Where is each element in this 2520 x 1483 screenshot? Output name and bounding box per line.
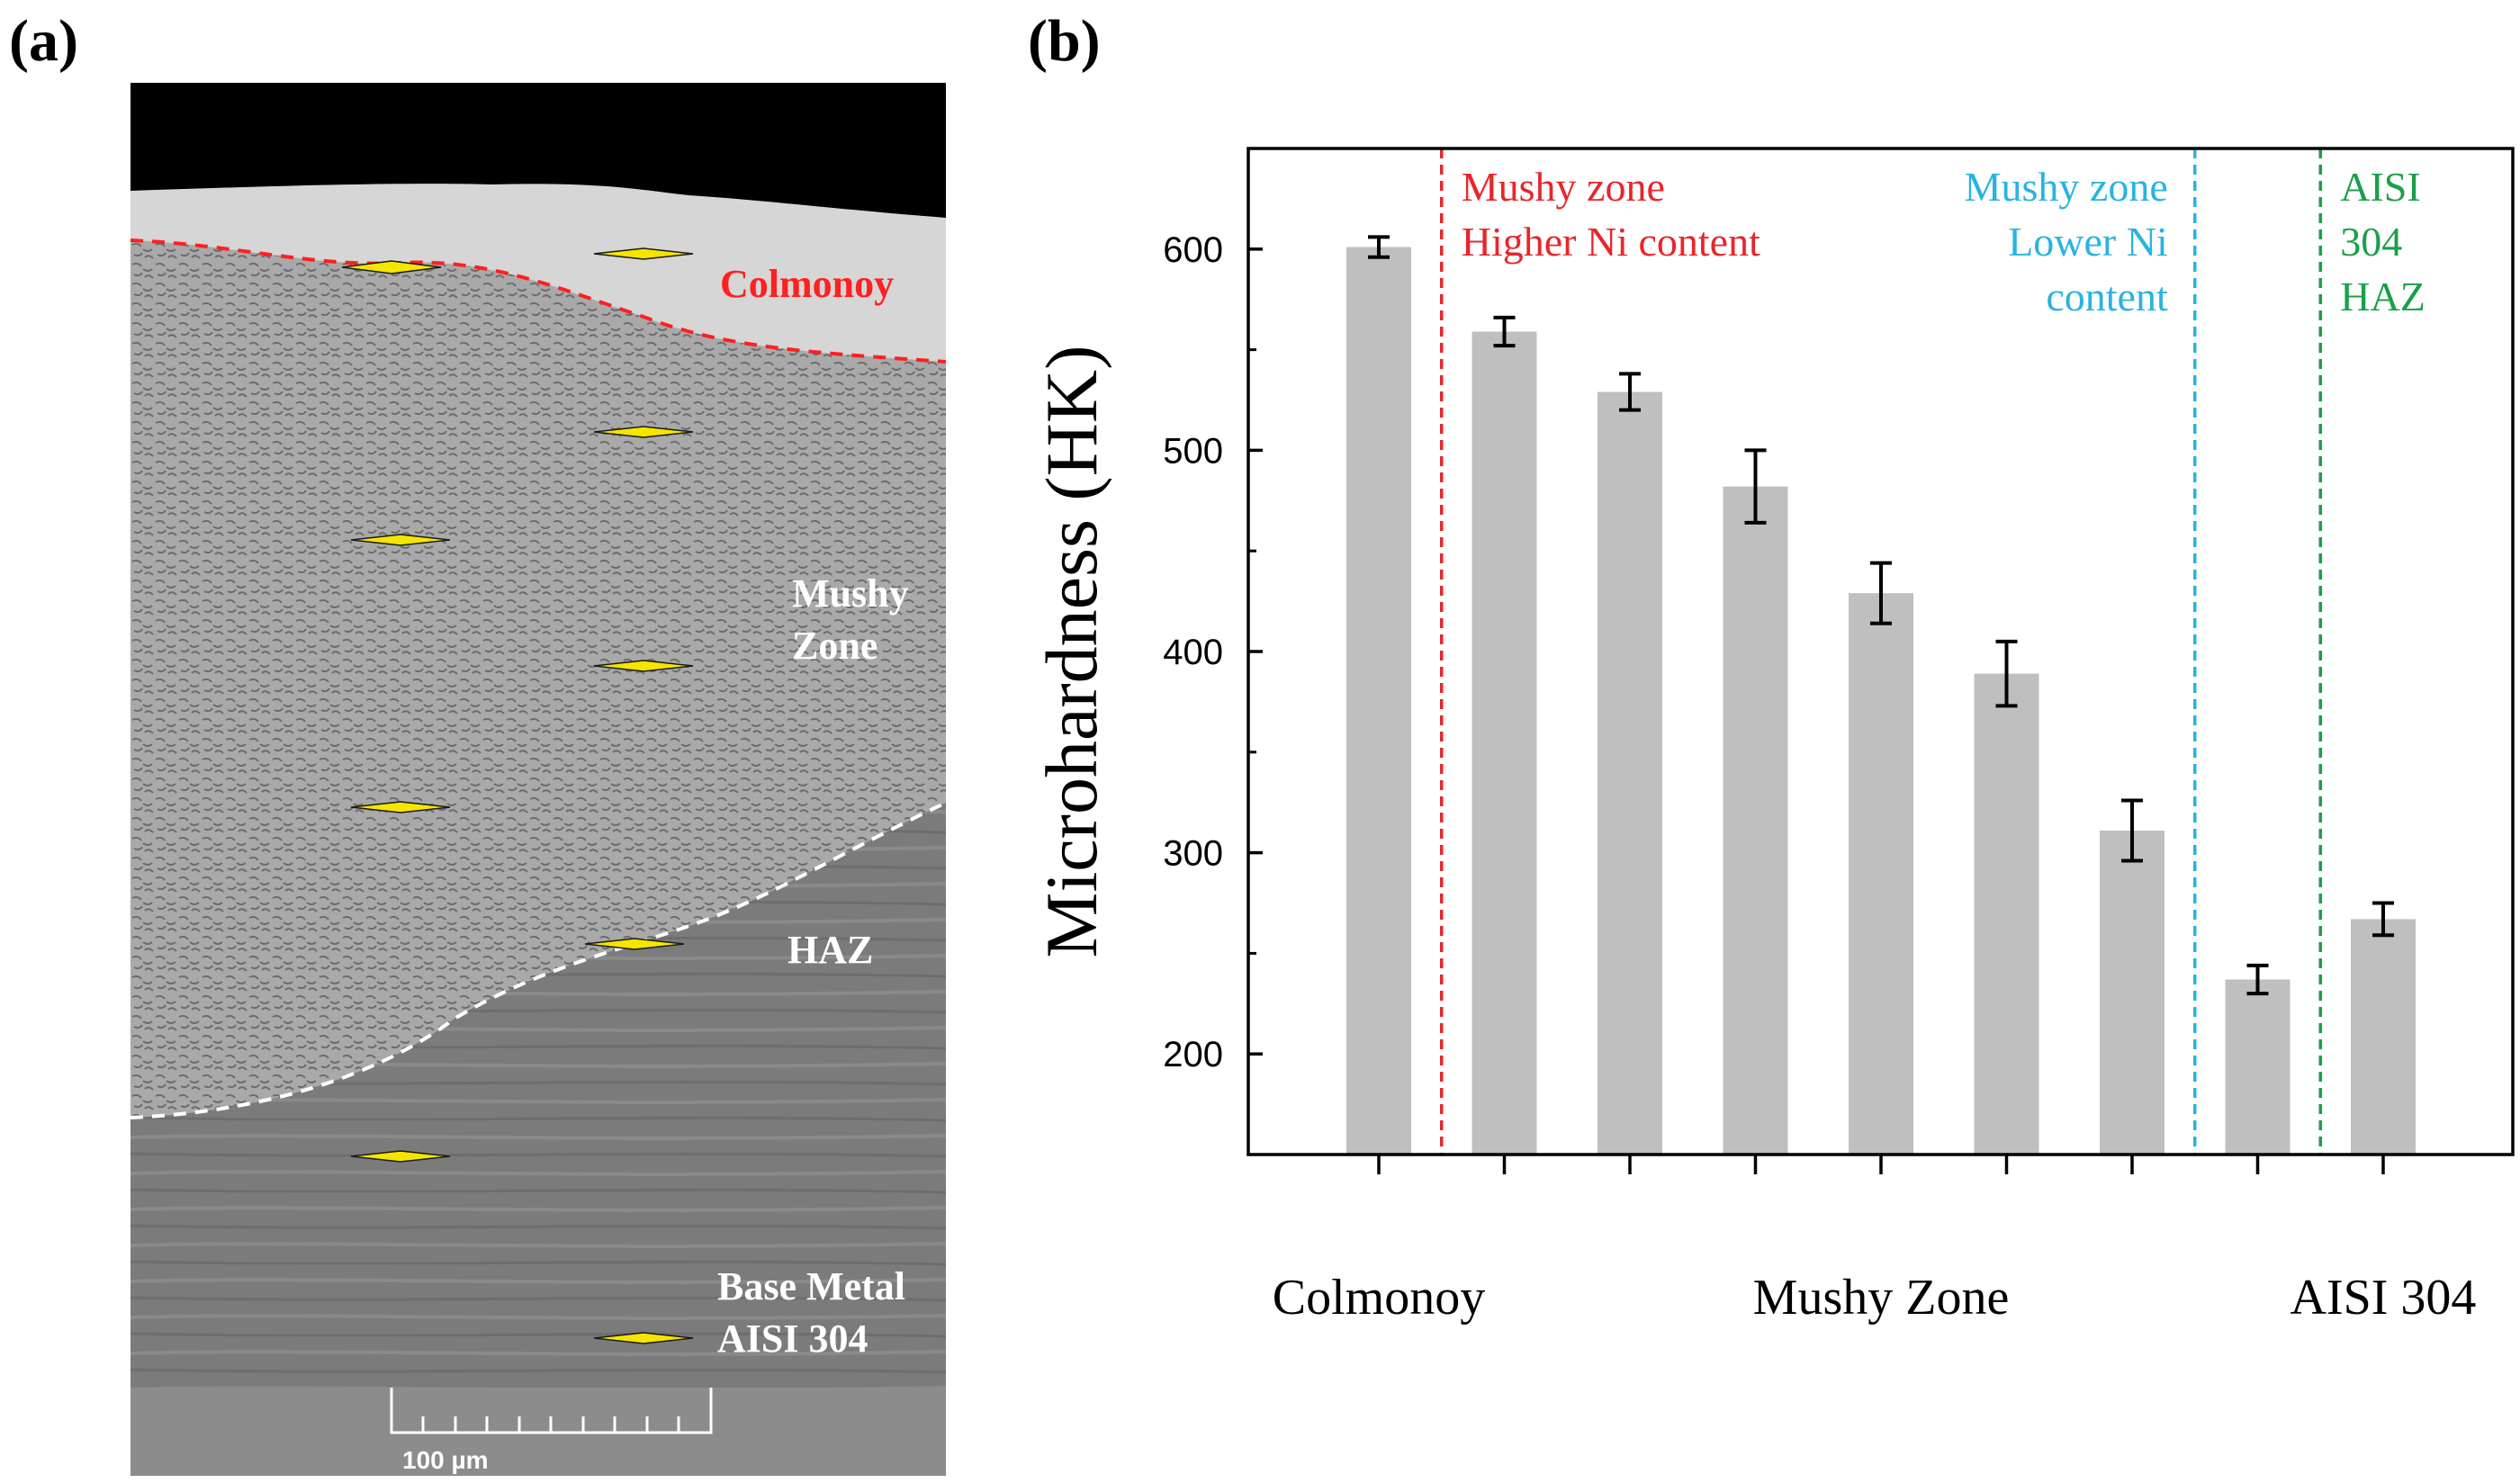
indentation-marks — [341, 247, 694, 1344]
scale-bar-label: 100 µm — [402, 1446, 489, 1474]
colmonoy-region-label: Colmonoy — [720, 262, 894, 306]
y-axis-label: Microhardness (HK) — [1030, 346, 1112, 958]
zone-annotation-0-line-0: Mushy zone — [1461, 164, 1665, 210]
mushy-zone-region-label: Mushy — [792, 571, 909, 616]
bar-0 — [1346, 247, 1411, 1155]
panel-b-label: (b) — [1028, 8, 1101, 74]
error-bar-8 — [2372, 901, 2394, 938]
zone-annotation-2-line-1: 304 — [2340, 219, 2403, 265]
mushy-zone-region-label-2: Zone — [792, 624, 878, 668]
x-group-label-2: AISI 304 — [2290, 1270, 2477, 1326]
error-bar-6 — [2121, 798, 2143, 863]
indent-mark — [593, 1332, 694, 1344]
y-tick-label: 400 — [1163, 633, 1223, 672]
error-bar-2 — [1619, 372, 1641, 412]
indent-mark — [593, 660, 694, 672]
bar-1 — [1472, 331, 1537, 1155]
error-bar-3 — [1744, 448, 1767, 525]
base-metal-label: Base Metal — [717, 1264, 905, 1308]
sem-micrograph: 100 µm Colmonoy Mushy Zone HAZ Base Meta… — [130, 83, 946, 1476]
base-metal-label-2: AISI 304 — [717, 1317, 868, 1361]
zone-annotation-0-line-1: Higher Ni content — [1461, 219, 1760, 265]
base-metal-region — [130, 803, 946, 1388]
scale-bar — [390, 1388, 713, 1434]
bar-3 — [1723, 486, 1788, 1155]
haz-boundary-line — [130, 801, 946, 1119]
indent-mark — [350, 801, 451, 813]
bar-2 — [1598, 391, 1662, 1155]
y-tick-label: 500 — [1163, 431, 1223, 471]
y-tick-label: 200 — [1163, 1035, 1223, 1074]
bar-5 — [1974, 673, 2039, 1155]
zone-annotation-1-line-2: content — [2046, 274, 2168, 319]
y-tick-label: 600 — [1163, 230, 1223, 270]
bar-4 — [1849, 593, 1913, 1155]
zone-annotation-1-line-1: Lower Ni — [2008, 219, 2168, 265]
indent-mark — [584, 938, 685, 950]
error-bar-1 — [1493, 315, 1516, 348]
haz-region-label: HAZ — [788, 928, 873, 972]
panel-a-label: (a) — [9, 8, 78, 74]
bar-6 — [2100, 831, 2164, 1155]
bar-7 — [2225, 979, 2290, 1155]
error-bar-0 — [1368, 235, 1390, 259]
x-group-label-1: Mushy Zone — [1753, 1270, 2010, 1326]
bar-8 — [2351, 919, 2416, 1155]
error-bar-5 — [1995, 639, 2018, 708]
indent-mark — [341, 260, 442, 274]
zone-annotation-2-line-0: AISI — [2340, 164, 2421, 210]
indent-mark — [593, 247, 694, 260]
y-tick-label: 300 — [1163, 834, 1223, 874]
zone-annotation-1-line-0: Mushy zone — [1964, 164, 2168, 210]
error-bar-4 — [1870, 561, 1892, 625]
error-bar-7 — [2246, 963, 2269, 996]
zone-annotation-2-line-2: HAZ — [2340, 274, 2426, 319]
indent-mark — [350, 1150, 451, 1163]
indent-mark — [350, 534, 451, 546]
x-group-label-0: Colmonoy — [1273, 1270, 1485, 1326]
indent-mark — [593, 426, 694, 438]
